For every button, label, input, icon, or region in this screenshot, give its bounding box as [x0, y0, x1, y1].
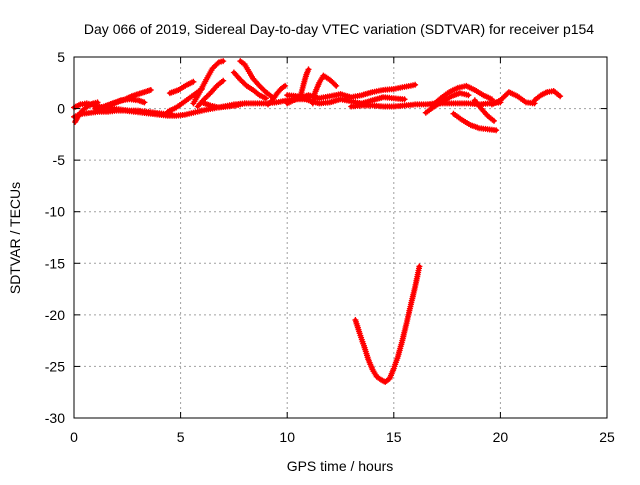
data-point	[557, 93, 564, 100]
series-spike-9.5	[265, 82, 289, 108]
x-tick-label: 15	[386, 429, 402, 445]
series-rise-5	[164, 86, 205, 115]
data-point	[169, 111, 176, 118]
y-tick-label: -20	[45, 307, 65, 323]
y-tick-label: -10	[45, 204, 65, 220]
series-bump-5	[166, 78, 197, 97]
data-point	[282, 82, 289, 89]
data-layer	[71, 58, 564, 385]
y-tick-label: -5	[53, 152, 66, 168]
y-tick-label: 5	[57, 49, 65, 65]
data-point	[332, 81, 338, 88]
data-point	[214, 60, 221, 67]
series-dip-19	[450, 110, 500, 134]
x-axis-label: GPS time / hours	[287, 458, 394, 474]
data-point	[220, 58, 227, 65]
x-tick-label: 0	[70, 429, 78, 445]
series-rise-1-3	[92, 96, 148, 112]
data-point	[412, 81, 419, 88]
data-point	[141, 99, 148, 106]
data-point	[262, 95, 269, 102]
series-dip-19-b	[471, 97, 497, 124]
series-tail-20-22	[488, 89, 538, 108]
data-point	[491, 117, 497, 124]
data-point	[416, 263, 423, 270]
data-point	[147, 87, 154, 93]
data-point	[401, 96, 408, 103]
series-v-shape	[352, 263, 423, 385]
data-point	[220, 77, 227, 84]
chart-title: Day 066 of 2019, Sidereal Day-to-day VTE…	[84, 21, 594, 37]
y-axis-label: SDTVAR / TECUs	[7, 182, 23, 294]
data-point	[465, 92, 472, 99]
grid-layer	[74, 57, 607, 418]
y-tick-label: -30	[45, 410, 65, 426]
y-tick-label: -25	[45, 358, 65, 374]
series-cluster-10-14	[284, 81, 419, 107]
series-peak-8-left	[230, 69, 269, 102]
tick-layer: 0 5 10 15 20 25 5 0 -5 -10 -15 -20 -25 -30	[45, 49, 615, 445]
series-cluster-10-14-b	[284, 92, 408, 107]
series-cluster-17-19	[429, 82, 495, 109]
plot-frame	[73, 56, 608, 419]
data-point	[333, 82, 340, 89]
series-peak-6.5	[190, 58, 227, 107]
x-tick-label: 5	[177, 429, 185, 445]
x-tick-label: 10	[279, 429, 295, 445]
data-point	[488, 96, 495, 103]
x-tick-label: 25	[599, 429, 615, 445]
series-peak-8	[237, 58, 276, 101]
data-point	[305, 66, 312, 73]
x-tick-label: 20	[493, 429, 509, 445]
series-tail-21-23	[531, 88, 564, 104]
series-cluster-17-19-b	[422, 90, 472, 116]
y-tick-label: 0	[57, 101, 65, 117]
data-point	[493, 127, 500, 134]
series-spike-11	[297, 66, 312, 102]
y-tick-label: -15	[45, 255, 65, 271]
data-point	[190, 78, 197, 85]
